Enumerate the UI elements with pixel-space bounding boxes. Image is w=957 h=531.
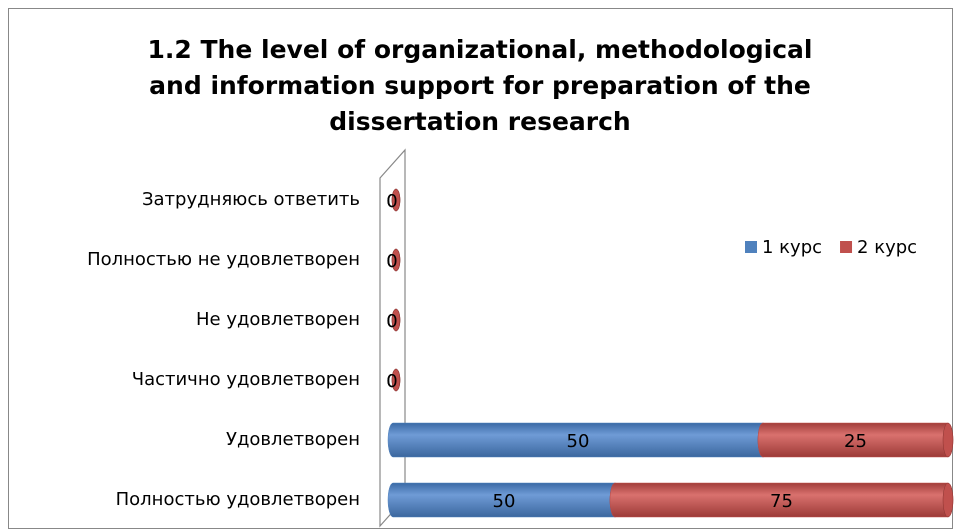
bar-segment — [391, 188, 401, 212]
data-label: 50 — [493, 491, 516, 512]
y-tick-label: Полностью удовлетворен — [116, 489, 360, 510]
y-tick-label: Полностью не удовлетворен — [87, 249, 360, 270]
bar-segment — [391, 368, 401, 392]
chart-frame — [8, 8, 953, 529]
legend-swatch — [840, 241, 853, 253]
y-tick-label: Не удовлетворен — [196, 309, 360, 330]
data-label: 25 — [844, 431, 867, 452]
data-label: 50 — [567, 431, 590, 452]
bar-segment — [391, 248, 401, 272]
y-tick-label: Частично удовлетворен — [132, 369, 360, 390]
chart-title: 1.2 The level of organizational, methodo… — [147, 35, 813, 136]
legend-swatch — [745, 241, 757, 253]
data-label: 75 — [770, 491, 793, 512]
bar-cap — [942, 482, 954, 518]
legend-label: 1 курс — [762, 237, 822, 258]
bar-cap — [942, 422, 954, 458]
data-label: 0 — [386, 191, 397, 212]
y-tick-label: Удовлетворен — [226, 429, 360, 450]
data-label: 0 — [386, 251, 397, 272]
legend-label: 2 курс — [857, 237, 917, 258]
data-label: 0 — [386, 311, 397, 332]
data-label: 0 — [386, 371, 397, 392]
y-tick-label: Затрудняюсь ответить — [142, 189, 360, 210]
bar-segment — [391, 308, 401, 332]
